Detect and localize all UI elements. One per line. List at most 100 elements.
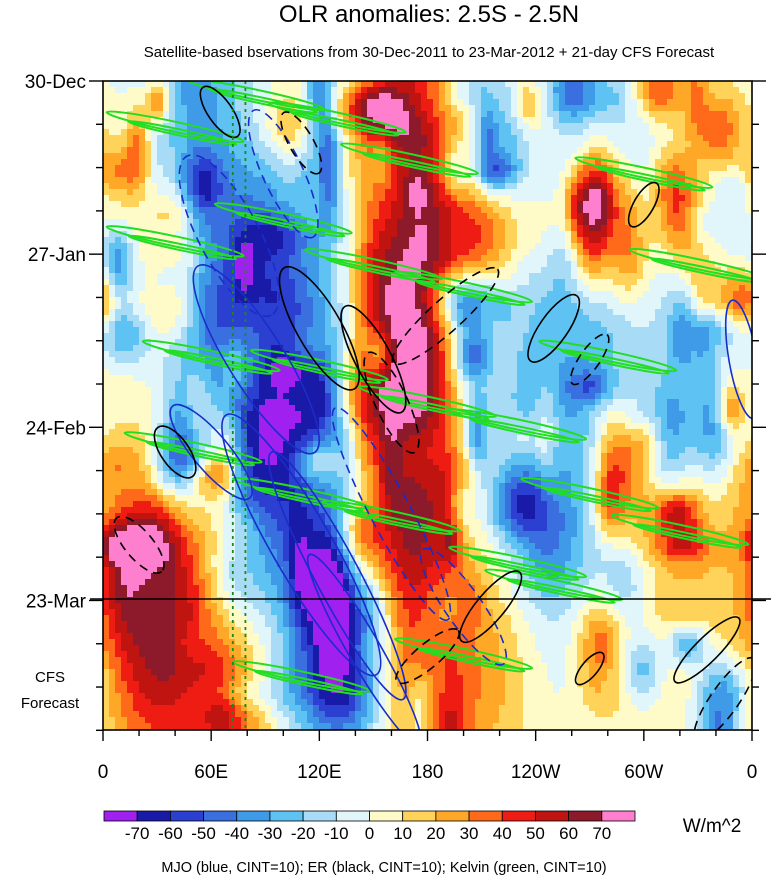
anomaly-cell (223, 117, 230, 124)
anomaly-cell (367, 189, 374, 196)
anomaly-cell (475, 141, 482, 148)
anomaly-cell (169, 99, 176, 106)
anomaly-cell (601, 147, 608, 154)
anomaly-cell (499, 195, 506, 202)
anomaly-cell (361, 117, 368, 124)
anomaly-cell (433, 315, 440, 322)
anomaly-cell (337, 171, 344, 178)
anomaly-cell (343, 189, 350, 196)
anomaly-cell (547, 117, 554, 124)
anomaly-cell (313, 261, 320, 268)
anomaly-cell (553, 171, 560, 178)
anomaly-cell (631, 285, 638, 292)
anomaly-cell (577, 279, 584, 286)
anomaly-cell (169, 183, 176, 190)
anomaly-cell (469, 183, 476, 190)
anomaly-cell (619, 171, 626, 178)
anomaly-cell (397, 291, 404, 298)
anomaly-cell (745, 117, 752, 124)
anomaly-cell (499, 267, 506, 274)
anomaly-cell (121, 273, 128, 280)
anomaly-cell (223, 309, 230, 316)
anomaly-cell (445, 207, 452, 214)
anomaly-cell (529, 267, 536, 274)
anomaly-cell (235, 147, 242, 154)
anomaly-cell (319, 333, 326, 340)
anomaly-cell (217, 177, 224, 184)
anomaly-cell (739, 183, 746, 190)
anomaly-cell (505, 339, 512, 346)
anomaly-cell (247, 99, 254, 106)
anomaly-cell (487, 81, 494, 88)
anomaly-cell (427, 99, 434, 106)
anomaly-cell (259, 231, 266, 238)
anomaly-cell (295, 231, 302, 238)
anomaly-cell (487, 183, 494, 190)
anomaly-cell (457, 189, 464, 196)
anomaly-cell (745, 153, 752, 160)
anomaly-cell (283, 255, 290, 262)
anomaly-cell (625, 297, 632, 304)
anomaly-cell (373, 171, 380, 178)
anomaly-cell (661, 201, 668, 208)
anomaly-cell (409, 141, 416, 148)
anomaly-cell (199, 207, 206, 214)
anomaly-cell (127, 261, 134, 268)
anomaly-cell (607, 339, 614, 346)
anomaly-cell (163, 189, 170, 196)
anomaly-cell (703, 243, 710, 250)
anomaly-cell (145, 87, 152, 94)
anomaly-cell (745, 231, 752, 238)
anomaly-cell (343, 99, 350, 106)
anomaly-cell (283, 201, 290, 208)
anomaly-cell (187, 147, 194, 154)
anomaly-cell (397, 315, 404, 322)
anomaly-cell (433, 297, 440, 304)
anomaly-cell (121, 297, 128, 304)
anomaly-cell (595, 93, 602, 100)
anomaly-cell (151, 213, 158, 220)
anomaly-cell (115, 183, 122, 190)
anomaly-cell (301, 219, 308, 226)
anomaly-cell (541, 171, 548, 178)
anomaly-cell (313, 177, 320, 184)
anomaly-cell (469, 99, 476, 106)
anomaly-cell (319, 213, 326, 220)
anomaly-cell (439, 303, 446, 310)
anomaly-cell (631, 93, 638, 100)
anomaly-cell (169, 189, 176, 196)
anomaly-cell (661, 279, 668, 286)
anomaly-cell (199, 123, 206, 130)
anomaly-cell (631, 303, 638, 310)
anomaly-cell (109, 285, 116, 292)
anomaly-cell (397, 297, 404, 304)
anomaly-cell (499, 237, 506, 244)
anomaly-cell (469, 123, 476, 130)
anomaly-cell (487, 351, 494, 358)
anomaly-cell (115, 219, 122, 226)
anomaly-cell (553, 183, 560, 190)
anomaly-cell (277, 189, 284, 196)
anomaly-cell (547, 111, 554, 118)
anomaly-cell (379, 261, 386, 268)
anomaly-cell (529, 123, 536, 130)
anomaly-cell (487, 195, 494, 202)
anomaly-cell (115, 117, 122, 124)
anomaly-cell (631, 279, 638, 286)
anomaly-cell (175, 201, 182, 208)
anomaly-cell (421, 219, 428, 226)
anomaly-cell (325, 267, 332, 274)
anomaly-cell (325, 237, 332, 244)
anomaly-cell (655, 165, 662, 172)
anomaly-cell (313, 183, 320, 190)
anomaly-cell (637, 255, 644, 262)
anomaly-cell (277, 291, 284, 298)
anomaly-cell (421, 165, 428, 172)
anomaly-cell (415, 213, 422, 220)
anomaly-cell (445, 81, 452, 88)
anomaly-cell (115, 321, 122, 328)
anomaly-cell (415, 183, 422, 190)
anomaly-cell (277, 147, 284, 154)
anomaly-cell (397, 309, 404, 316)
anomaly-cell (487, 129, 494, 136)
